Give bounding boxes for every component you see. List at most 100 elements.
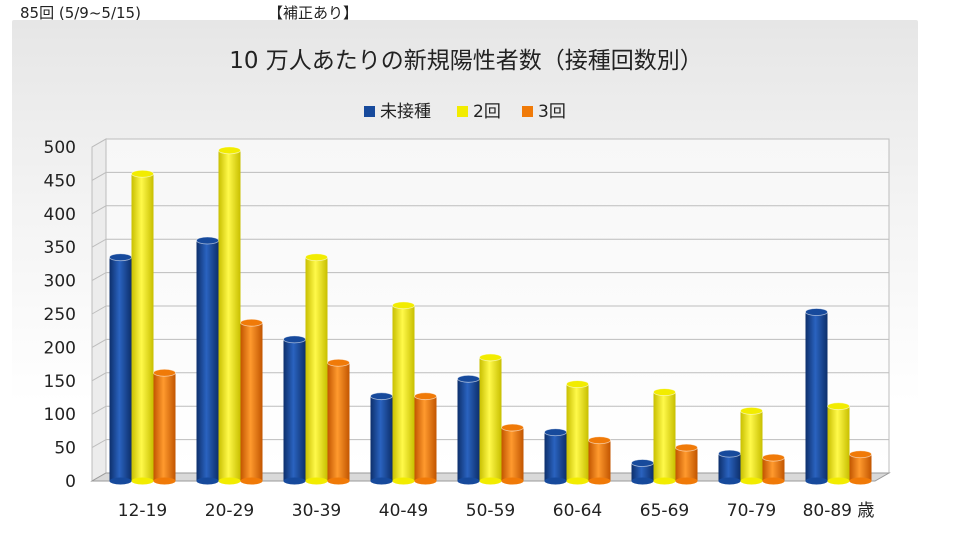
gridline (91, 272, 889, 282)
bar-未接種-60-64 (544, 428, 567, 485)
x-tick-label: 20-29 (205, 501, 254, 521)
bar-body (762, 457, 785, 481)
bar-body (805, 311, 828, 481)
x-tick-label: 60-64 (553, 501, 602, 521)
bar-3回-70-79 (762, 453, 785, 485)
bar-top (718, 449, 741, 458)
bar-base (631, 477, 654, 485)
bar-base (762, 477, 785, 485)
bar-top (479, 353, 502, 362)
bar-top (283, 335, 306, 344)
bar-top (762, 453, 785, 462)
bar-base (718, 477, 741, 485)
bar-body (327, 362, 350, 481)
gridline (91, 305, 889, 315)
bar-base (805, 477, 828, 485)
bar-body (370, 396, 393, 481)
bar-top (131, 169, 154, 178)
y-tick-label: 450 (44, 171, 76, 191)
y-tick-label: 500 (44, 138, 76, 158)
y-tick-label: 250 (44, 305, 76, 325)
bar-base (109, 477, 132, 485)
bar-top (653, 388, 676, 397)
bar-base (740, 477, 763, 485)
legend-label: 3回 (538, 102, 566, 122)
x-tick-label: 30-39 (292, 501, 341, 521)
bar-body (718, 453, 741, 481)
bar-2回-30-39 (305, 253, 328, 485)
bar-body (675, 447, 698, 481)
bar-2回-12-19 (131, 169, 154, 485)
bar-未接種-80-89 歳 (805, 308, 828, 485)
bar-body (544, 432, 567, 481)
bar-base (544, 477, 567, 485)
bar-base (653, 477, 676, 485)
bar-3回-20-29 (240, 318, 263, 485)
bar-body (740, 410, 763, 481)
legend-swatch (364, 106, 375, 117)
bar-未接種-50-59 (457, 374, 480, 485)
legend-item-3回: 3回 (522, 102, 566, 122)
gridline (91, 338, 889, 348)
y-tick-label: 300 (44, 272, 76, 292)
bar-top (240, 318, 263, 327)
bar-top (109, 253, 132, 262)
gridline (91, 238, 889, 248)
bar-top (588, 436, 611, 445)
bar-body (631, 462, 654, 481)
bar-body (283, 339, 306, 481)
y-tick-label: 350 (44, 238, 76, 258)
bar-base (370, 477, 393, 485)
bar-2回-40-49 (392, 301, 415, 485)
bar-base (392, 477, 415, 485)
bar-top (631, 459, 654, 467)
bar-3回-40-49 (414, 392, 437, 485)
bar-base (675, 477, 698, 485)
bar-base (479, 477, 502, 485)
bar-top (740, 406, 763, 415)
bar-top (457, 374, 480, 383)
bar-base (457, 477, 480, 485)
bar-base (196, 477, 219, 485)
bar-2回-70-79 (740, 406, 763, 485)
legend-item-未接種: 未接種 (364, 102, 431, 122)
bar-2回-50-59 (479, 353, 502, 485)
bar-body (414, 396, 437, 481)
report-period-label: 85回 (5/9~5/15) (20, 4, 141, 22)
bar-body (240, 322, 263, 481)
bar-top (305, 253, 328, 262)
x-tick-label: 70-79 (727, 501, 776, 521)
x-tick-label: 40-49 (379, 501, 428, 521)
bar-top (675, 443, 698, 452)
bar-base (588, 477, 611, 485)
bar-top (566, 380, 589, 389)
bar-base (849, 477, 872, 485)
bar-body (501, 427, 524, 481)
y-tick-label: 100 (44, 405, 76, 425)
bar-3回-80-89 歳 (849, 450, 872, 485)
bar-body (566, 384, 589, 481)
gridline (91, 405, 889, 415)
bar-未接種-65-69 (631, 459, 654, 485)
legend-label: 2回 (473, 102, 501, 122)
x-tick-label: 50-59 (466, 501, 515, 521)
bar-base (305, 477, 328, 485)
bar-body (588, 440, 611, 481)
bar-body (479, 357, 502, 481)
bar-body (305, 257, 328, 481)
bar-3回-60-64 (588, 436, 611, 485)
legend-label: 未接種 (380, 102, 431, 122)
x-tick-label: 80-89 歳 (803, 501, 875, 521)
bar-body (457, 378, 480, 481)
gridline (91, 171, 889, 181)
bar-2回-80-89 歳 (827, 402, 850, 485)
bar-2回-20-29 (218, 146, 241, 485)
bar-top (501, 423, 524, 432)
bar-body (196, 240, 219, 481)
legend-swatch (457, 106, 468, 117)
bar-2回-60-64 (566, 380, 589, 485)
bar-base (501, 477, 524, 485)
bar-body (218, 150, 241, 481)
legend-swatch (522, 106, 533, 117)
bar-base (327, 477, 350, 485)
